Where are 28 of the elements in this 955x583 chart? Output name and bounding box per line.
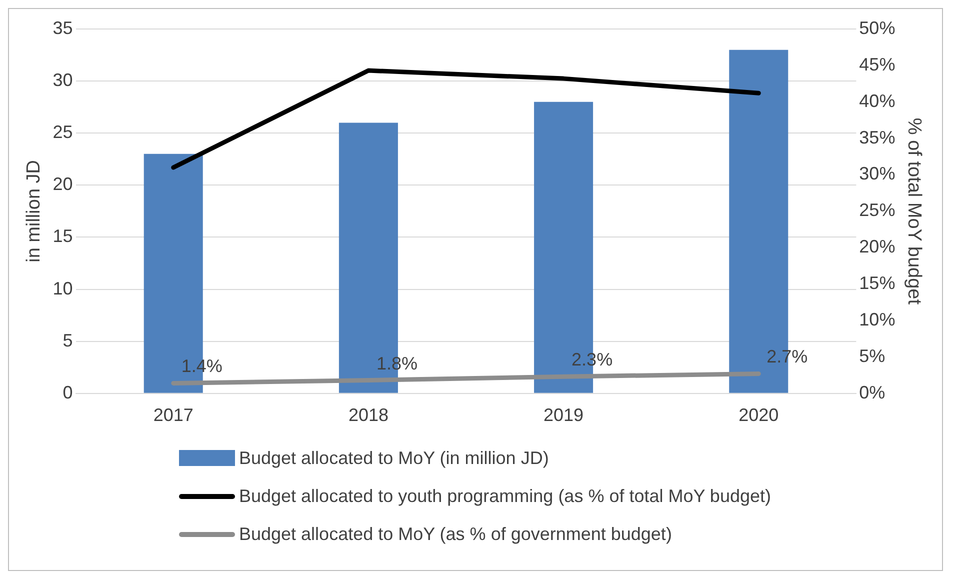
y-tick-label: 25 [52, 122, 73, 142]
x-tick-label: 2020 [738, 405, 779, 426]
y2-tick-label: 20% [859, 236, 896, 257]
y-tick-label: 35 [52, 18, 73, 38]
y2-tick-label: 50% [859, 18, 896, 38]
y2-tick-label: 5% [859, 346, 886, 366]
y2-tick-label: 40% [859, 90, 896, 111]
y2-tick-label: 15% [859, 273, 896, 294]
y-tick-label: 30 [52, 70, 73, 90]
y2-tick-label: 35% [859, 127, 896, 148]
y-axis-title: in million JD [24, 160, 45, 262]
y2-tick-label: 25% [859, 200, 896, 220]
y2-tick-label: 10% [859, 309, 896, 330]
legend-label: Budget allocated to youth programming (as % of total MoY budget) [239, 486, 771, 506]
y2-tick-label: 30% [859, 164, 896, 184]
y-tick-label: 10 [52, 278, 73, 298]
y2-tick-label: 45% [859, 54, 896, 74]
y-tick-label: 5 [62, 330, 73, 350]
x-tick-label: 2018 [348, 405, 388, 426]
x-tick-label: 2019 [544, 405, 584, 426]
y2-axis-title: % of total MoY budget [903, 118, 924, 306]
y-tick-label: 15 [52, 226, 73, 246]
legend-label: Budget allocated to MoY (in million JD) [239, 448, 549, 468]
y-tick-label: 0 [62, 382, 73, 402]
y2-tick-label: 0% [859, 382, 886, 402]
y-tick-label: 20 [52, 174, 73, 194]
legend-label: Budget allocated to MoY (as % of government budget) [239, 524, 672, 544]
x-tick-label: 2017 [153, 405, 194, 426]
